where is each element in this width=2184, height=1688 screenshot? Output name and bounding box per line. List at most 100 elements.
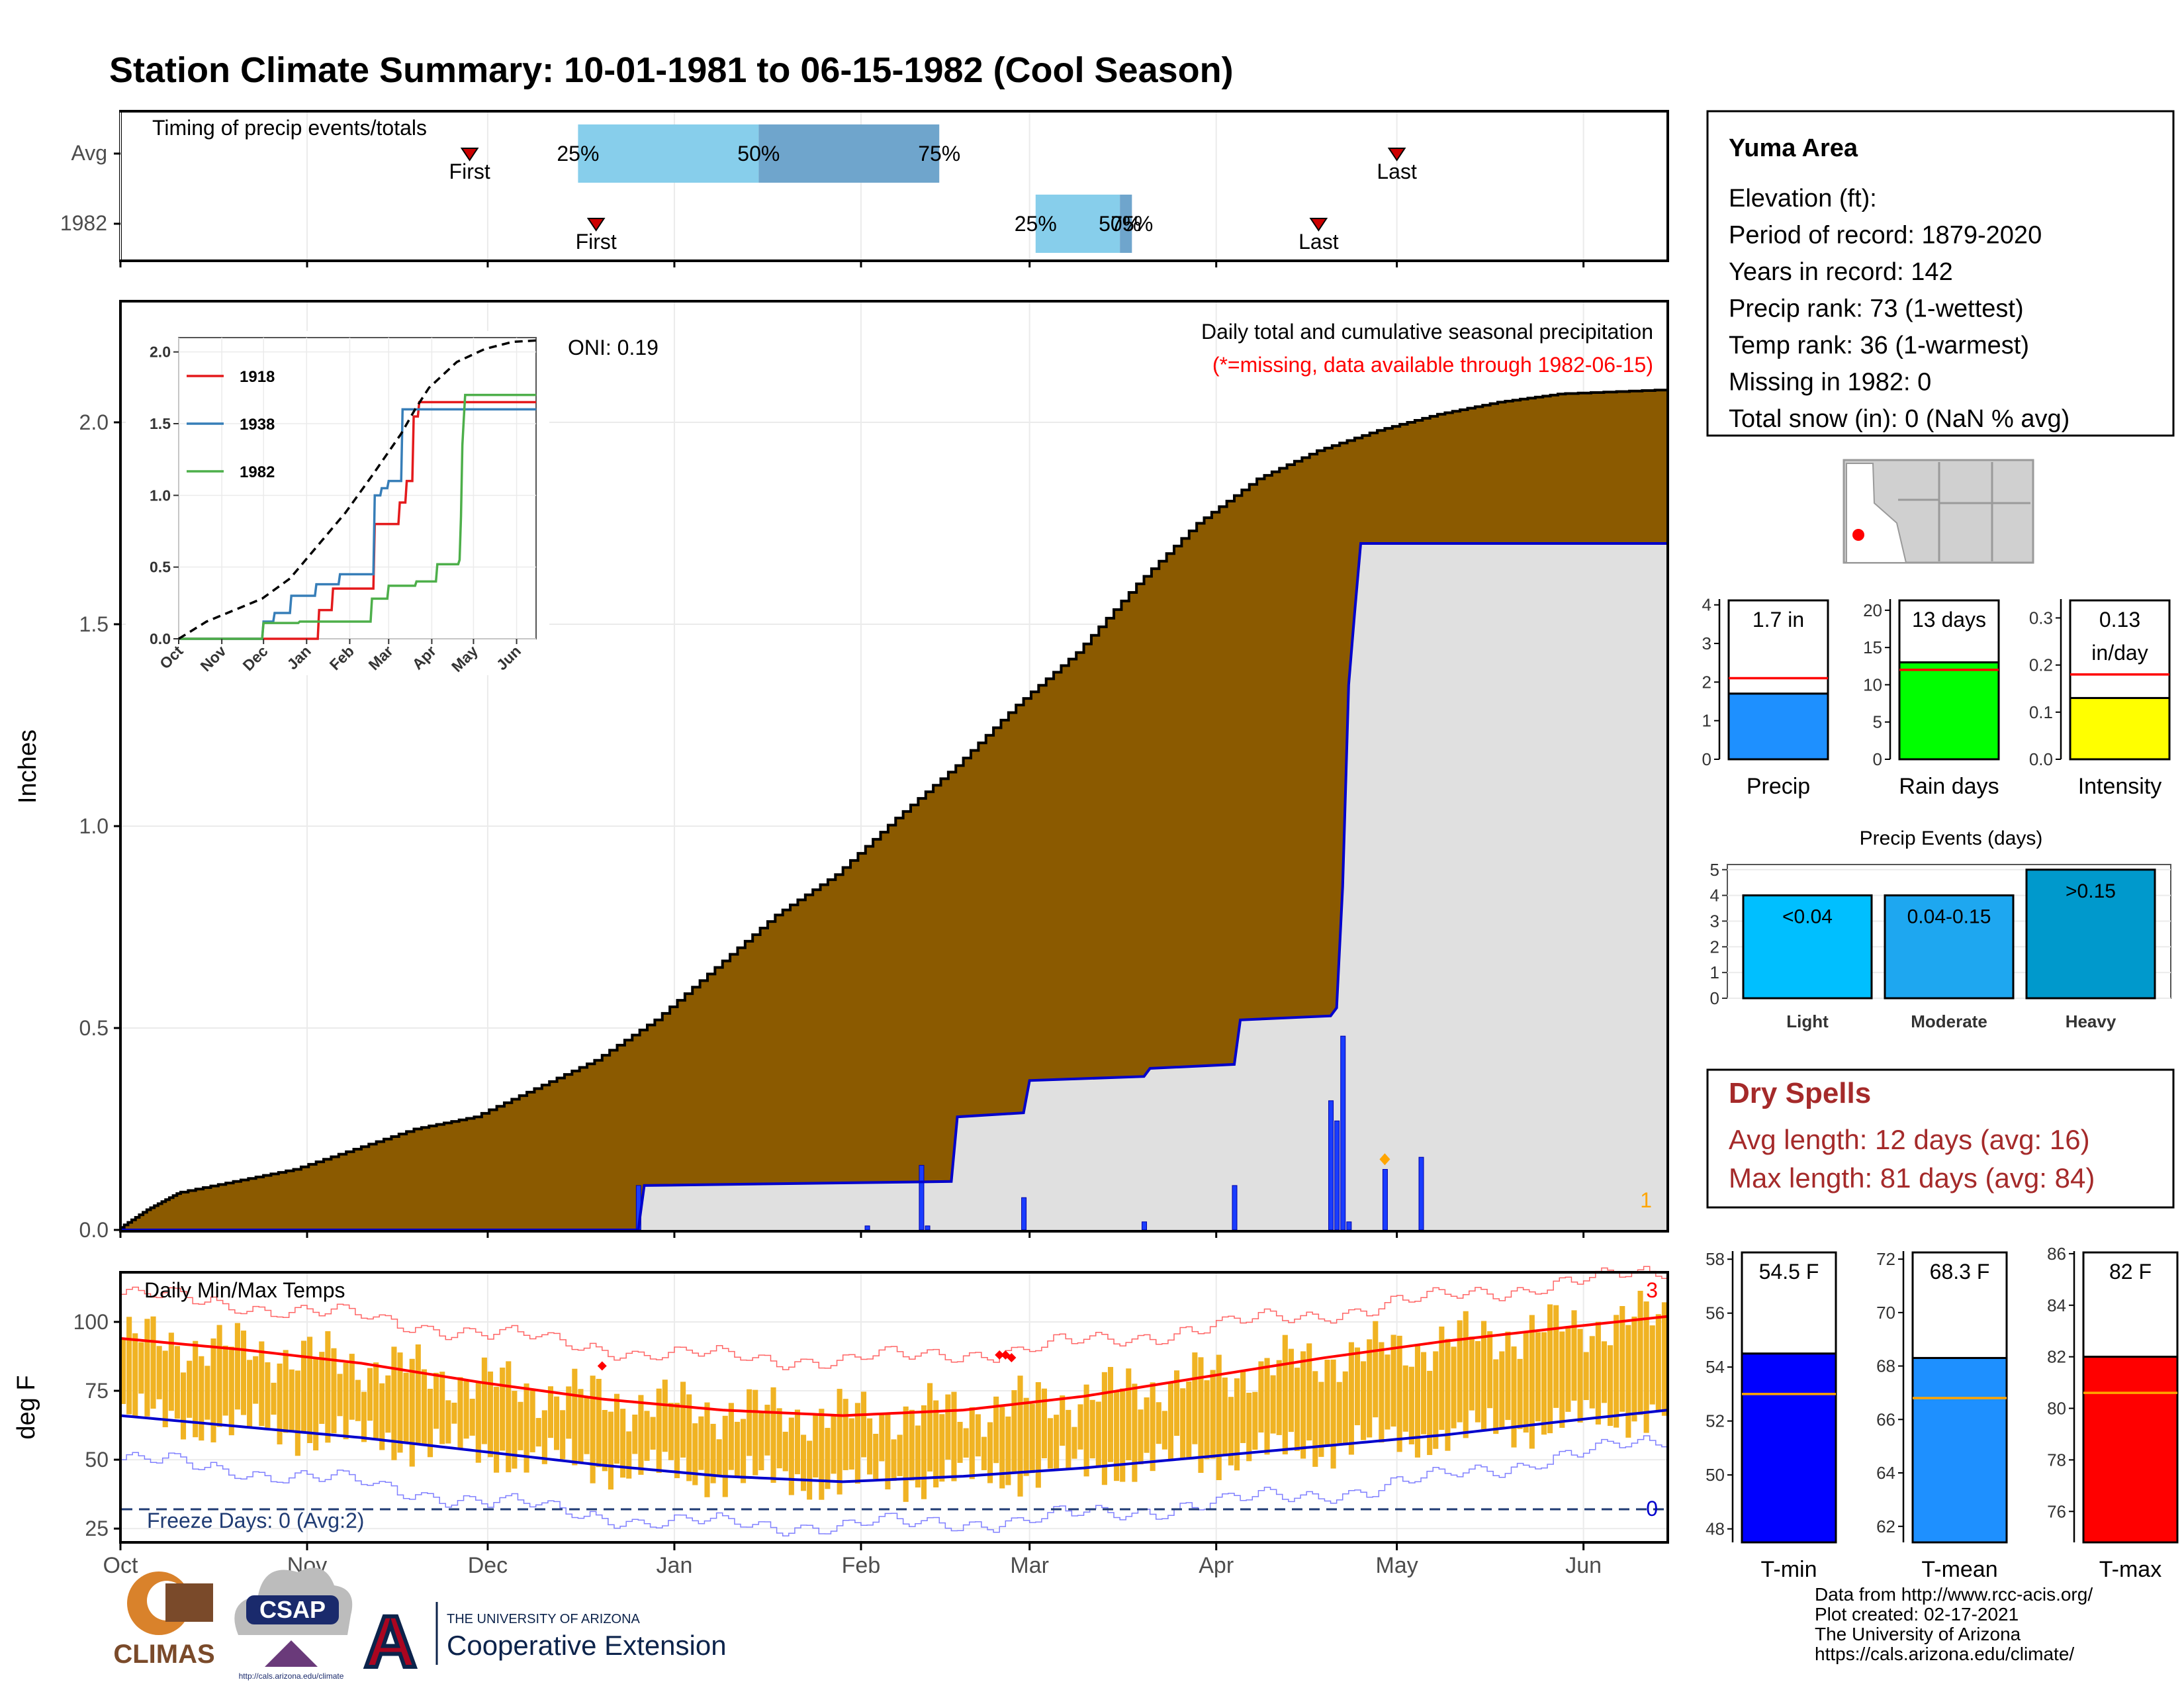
mini-bar-fill (2069, 696, 2171, 761)
daily-temp-bar (1469, 1336, 1475, 1411)
inset-y-tick-label: 0.0 (150, 630, 171, 647)
locator-map (1843, 459, 2034, 564)
mini-bar-box (1741, 1251, 1837, 1355)
mini-y-tick-label: 0.2 (2029, 655, 2053, 675)
estimated-precip-marker (1379, 1153, 1390, 1166)
climas-logo-block (165, 1583, 213, 1622)
daily-temp-bar (1276, 1360, 1282, 1435)
csap-logo-text: CSAP (259, 1596, 326, 1623)
daily-temp-bar (1535, 1332, 1541, 1422)
daily-temp-bar (1517, 1358, 1523, 1429)
daily-temp-bar (162, 1350, 168, 1428)
daily-temp-bar (1379, 1342, 1385, 1443)
mini-bar-fill (1741, 1352, 1837, 1544)
daily-temp-bar (813, 1413, 819, 1478)
mini-bar-category-label: Rain days (1899, 774, 1999, 799)
daily-temp-bar (1361, 1361, 1367, 1440)
daily-temp-bar (704, 1402, 710, 1497)
daily-temp-bar (807, 1440, 813, 1500)
precip-chart-note: Daily total and cumulative seasonal prec… (1201, 320, 1653, 344)
daily-temp-bar (1559, 1331, 1565, 1428)
csap-url: http://cals.arizona.edu/climate (239, 1671, 344, 1681)
daily-temp-bar (1373, 1321, 1379, 1418)
record-high-marker (995, 1350, 1005, 1360)
daily-temp-bar (626, 1431, 632, 1479)
mini-y-tick-label: 68 (1876, 1356, 1895, 1376)
mini-y-tick-label: 0 (1873, 749, 1882, 769)
daily-temp-bar (210, 1338, 216, 1442)
freeze-days-label: Freeze Days: 0 (Avg:2) (147, 1509, 364, 1532)
daily-temp-bar (427, 1388, 433, 1458)
daily-temp-bar (758, 1413, 764, 1470)
inset-line-1982 (179, 393, 536, 640)
daily-temp-bar (993, 1396, 999, 1464)
daily-temp-bar (1565, 1327, 1571, 1412)
temp-y-tick-label: 75 (85, 1379, 109, 1403)
daily-temp-bar (1324, 1360, 1330, 1447)
events-bar-label: >0.15 (2066, 880, 2116, 902)
daily-temp-bar (1348, 1342, 1354, 1455)
mini-bar-fill (1911, 1356, 2008, 1544)
daily-temp-bar (168, 1333, 174, 1411)
record-min-line (120, 1435, 1668, 1537)
daily-temp-bar (1041, 1388, 1047, 1458)
daily-temp-bar (1402, 1365, 1408, 1432)
daily-temp-bar (1553, 1305, 1559, 1408)
daily-temp-bar (927, 1383, 933, 1472)
daily-temp-bar (512, 1391, 518, 1469)
daily-temp-bar (1066, 1409, 1071, 1468)
daily-temp-bar (1318, 1382, 1324, 1457)
daily-temp-bar (1071, 1427, 1077, 1459)
daily-temp-bar (710, 1423, 716, 1483)
daily-temp-bar (1427, 1370, 1433, 1456)
daily-temp-bar (1529, 1315, 1535, 1449)
daily-temp-bar (1054, 1415, 1060, 1471)
daily-temp-bar (1637, 1290, 1643, 1415)
mini-y-tick-label: 58 (1706, 1249, 1725, 1269)
daily-temp-bar (1547, 1304, 1553, 1434)
daily-temp-bar (1144, 1397, 1150, 1453)
timing-q1-bar (1035, 195, 1120, 253)
daily-temp-bar (343, 1362, 349, 1440)
daily-temp-bar (825, 1428, 831, 1489)
daily-temp-bar (1523, 1333, 1529, 1433)
daily-temp-bar (1017, 1376, 1023, 1497)
inset-legend-label: 1938 (240, 416, 275, 434)
daily-temp-bar (1258, 1361, 1264, 1433)
daily-temp-bar (692, 1423, 698, 1485)
mini-y-tick-label: 76 (2047, 1501, 2066, 1521)
mini-y-tick-label: 0.0 (2029, 749, 2053, 769)
daily-temp-bar (1619, 1306, 1625, 1412)
precip-y-tick-label: 0.0 (79, 1218, 109, 1242)
daily-temp-bar (1396, 1335, 1402, 1452)
climas-logo-text: CLIMAS (113, 1640, 214, 1669)
daily-temp-bar (1180, 1388, 1186, 1458)
timing-q1-bar (578, 124, 759, 183)
daily-temp-bar (1583, 1352, 1589, 1401)
daily-temp-bar (1312, 1371, 1318, 1467)
mini-y-tick-label: 10 (1863, 675, 1882, 694)
daily-temp-bar (283, 1350, 289, 1433)
daily-temp-bar (1210, 1370, 1216, 1459)
daily-temp-bar (337, 1374, 343, 1417)
daily-temp-bar (1192, 1352, 1198, 1444)
timing-pct-75: 75% (918, 142, 960, 165)
daily-temp-bar (506, 1361, 512, 1473)
timing-last-label: Last (1377, 160, 1417, 183)
month-axis-label: Apr (1199, 1553, 1234, 1578)
daily-temp-bar (469, 1398, 475, 1436)
mini-y-tick-label: 4 (1702, 595, 1711, 615)
events-category-label: Moderate (1911, 1011, 1987, 1031)
daily-precip-bar (1232, 1185, 1238, 1231)
daily-temp-bar (295, 1370, 300, 1456)
daily-temp-bar (987, 1422, 993, 1483)
timing-pct-25: 25% (557, 142, 599, 165)
daily-temp-bar (1101, 1372, 1107, 1485)
university-of-arizona-logo: A THE UNIVERSITY OF ARIZONA Cooperative … (362, 1599, 726, 1685)
daily-temp-bar (752, 1389, 758, 1476)
season-cumulative-precip-line (120, 542, 1668, 1231)
mini-bar-box (1911, 1251, 2008, 1359)
daily-temp-bar (1390, 1335, 1396, 1427)
timing-first-label: First (576, 230, 617, 254)
ua-logo-top: THE UNIVERSITY OF ARIZONA (447, 1612, 641, 1626)
